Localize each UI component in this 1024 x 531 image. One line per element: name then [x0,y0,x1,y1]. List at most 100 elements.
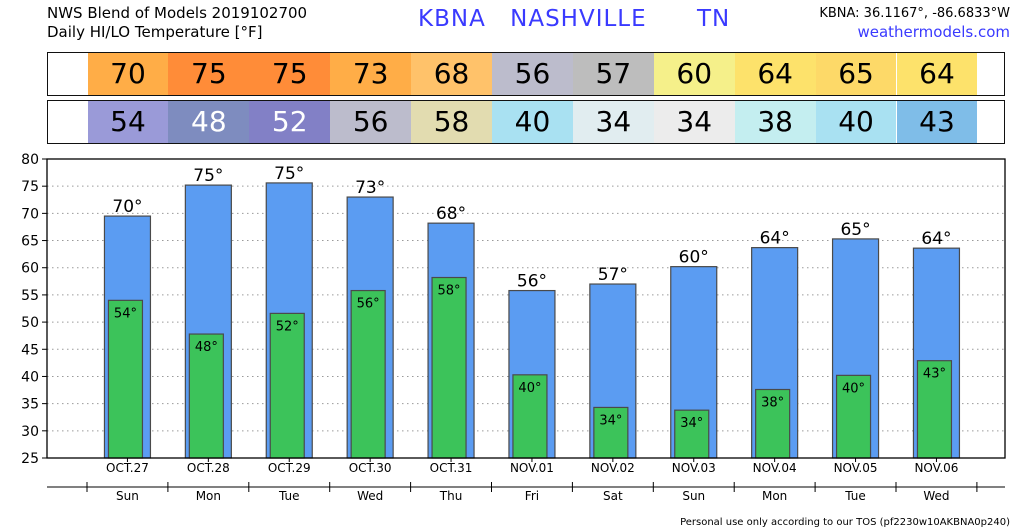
high-temp-cell: 75 [249,53,331,95]
low-bar-label: 54° [114,306,137,321]
low-bar-label: 48° [195,340,218,355]
high-temp-cell: 68 [411,53,492,95]
x-date-label: NOV.05 [834,461,878,475]
x-date-label: NOV.01 [510,461,554,475]
x-day-label: Sun [116,489,139,503]
low-bar-label: 34° [680,416,703,431]
high-bar-label: 64° [760,229,790,249]
x-day-label: Wed [357,489,383,503]
low-temp-strip: 54 48 52 56 58 40 34 34 38 40 43 [47,100,1005,144]
high-temp-cell: 75 [168,53,250,95]
x-date-label: NOV.03 [672,461,716,475]
site-link[interactable]: weathermodels.com [857,23,1010,41]
low-temp-cell: 38 [734,101,816,143]
y-tick-label: 65 [21,234,39,250]
coords-text: KBNA: 36.1167°, -86.6833°W [819,6,1010,21]
low-bar [674,409,710,459]
x-day-label: Thu [439,489,463,503]
x-date-label: OCT.30 [349,461,392,475]
chart-title: NWS Blend of Models 2019102700 Daily HI/… [47,4,307,42]
low-bar-label: 40° [518,381,541,396]
x-date-label: OCT.28 [187,461,230,475]
title-line-2: Daily HI/LO Temperature [°F] [47,23,263,41]
x-day-label: Tue [278,489,300,503]
x-date-label: OCT.27 [106,461,149,475]
x-date-label: OCT.29 [268,461,311,475]
low-bar [107,299,144,459]
high-temp-strip: 70 75 75 73 68 56 57 60 64 65 64 [47,52,1005,96]
low-temp-cell: 56 [330,101,412,143]
high-temp-cell: 57 [572,53,654,95]
bars: 70° 54° 75° 48° 75° 52° 73° 56° 68° 58° 56° 40° 57° 3… [103,164,961,459]
low-temp-cell: 34 [572,101,654,143]
low-temp-cell: 34 [653,101,735,143]
high-temp-cell: 56 [492,53,573,95]
x-date-label: NOV.02 [591,461,635,475]
high-bar-label: 56° [517,272,547,292]
low-bar-label: 43° [923,367,946,382]
low-bar-label: 38° [761,396,784,411]
temperature-chart: 70° 54° 75° 48° 75° 52° 73° 56° 68° 58° 56° 40° 57° 3… [21,152,1006,503]
low-temp-cell: 40 [815,101,897,143]
title-line-1: NWS Blend of Models 2019102700 [47,4,308,22]
y-tick-label: 35 [21,397,39,413]
x-date-label: NOV.06 [914,461,958,475]
x-day-label: Sun [682,489,705,503]
high-temp-cell: 73 [330,53,412,95]
y-tick-label: 30 [21,424,39,440]
low-temp-cell: 43 [896,101,978,143]
low-bar [835,374,872,459]
high-bar-label: 73° [355,178,385,198]
high-bar-label: 60° [679,248,709,268]
y-tick-label: 45 [21,342,39,358]
high-temp-cell: 60 [653,53,735,95]
y-tick-label: 75 [21,179,39,195]
high-bar-label: 57° [598,265,628,285]
low-bar-label: 52° [276,319,299,334]
x-day-label: Wed [923,489,949,503]
low-bar-label: 34° [599,413,622,428]
high-temp-cell: 64 [896,53,978,95]
city-name: NASHVILLE [510,6,647,32]
low-temp-cell: 58 [411,101,492,143]
low-temp-cell: 52 [249,101,331,143]
x-day-label: Tue [844,489,866,503]
y-tick-label: 70 [21,206,39,222]
low-bar [431,276,467,459]
x-date-label: OCT.31 [430,461,473,475]
high-bar-label: 75° [193,166,223,186]
low-bar-label: 40° [842,381,865,396]
location-info: KBNA: 36.1167°, -86.6833°W weathermodels… [819,4,1010,42]
y-tick-label: 60 [21,261,39,277]
y-tick-label: 40 [21,369,39,385]
high-bar-label: 75° [274,164,304,184]
low-temp-cell: 54 [87,101,169,143]
low-bar-label: 56° [357,297,380,312]
low-bar-label: 58° [438,284,461,299]
x-day-label: Sat [603,489,623,503]
station-header: KBNA NASHVILLE TN [418,6,730,32]
high-bar-label: 70° [112,197,142,217]
high-temp-cell: 70 [87,53,169,95]
state-name: TN [696,6,731,32]
y-tick-label: 25 [21,451,39,467]
x-date-label: NOV.04 [753,461,797,475]
x-day-label: Fri [525,489,539,503]
x-day-label: Mon [762,489,787,503]
high-temp-cell: 65 [815,53,897,95]
axes: 25 30 35 40 45 50 55 60 65 70 75 80 OCT.27 Sun OCT.28 M… [21,152,1005,503]
high-bar-label: 68° [436,204,466,224]
station-code: KBNA [418,6,486,32]
low-bar [350,289,386,459]
low-bar [269,312,305,459]
high-temp-cell: 64 [734,53,816,95]
high-bar-label: 64° [921,229,951,249]
y-tick-label: 80 [21,152,39,168]
high-bar-label: 65° [840,220,870,240]
footer-note: Personal use only according to our TOS (… [680,517,1010,528]
plot-frame [46,158,1006,459]
low-temp-cell: 40 [492,101,573,143]
low-temp-cell: 48 [168,101,250,143]
y-tick-label: 50 [21,315,39,331]
x-day-label: Mon [196,489,221,503]
